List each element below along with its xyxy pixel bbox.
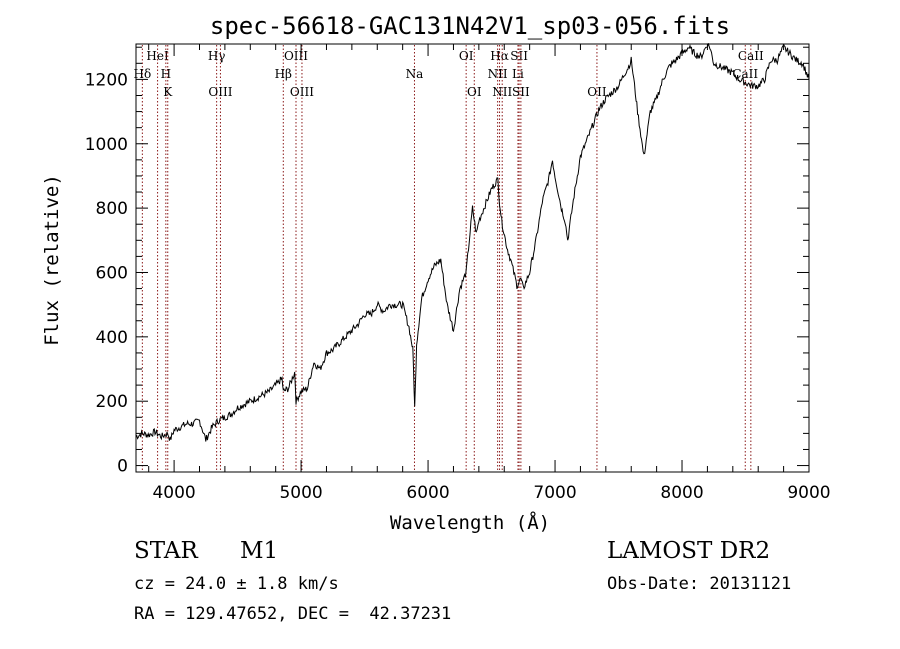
- redshift-cz: cz = 24.0 ± 1.8 km/s: [134, 574, 339, 594]
- chart-title: spec-56618-GAC131N42V1_sp03-056.fits: [210, 12, 730, 40]
- line-marker-label-7: OIII: [284, 49, 308, 63]
- line-marker-label-14: NII: [492, 85, 512, 99]
- y-tick-label-0: 0: [117, 457, 128, 477]
- line-marker-label-10: OI: [459, 49, 474, 63]
- y-tick-label-1: 200: [96, 392, 128, 412]
- x-axis-label: Wavelength (Å): [390, 511, 550, 534]
- object-subclass: M1: [240, 538, 279, 564]
- line-marker-label-20: CaII: [732, 67, 758, 81]
- spectrum-line: [135, 43, 810, 442]
- x-tick-label-1: 5000: [279, 483, 322, 503]
- line-marker-label-5: OIII: [208, 85, 232, 99]
- object-class: STAR: [134, 538, 198, 564]
- line-marker-label-17: SII: [512, 85, 530, 99]
- survey-name: LAMOST DR2: [607, 538, 771, 564]
- x-tick-label-5: 9000: [787, 483, 830, 503]
- y-axis-label: Flux (relative): [41, 174, 63, 346]
- line-marker-label-12: Hα: [490, 49, 509, 63]
- x-tick-label-2: 6000: [406, 483, 449, 503]
- line-marker-label-1: HeI: [146, 49, 169, 63]
- y-tick-label-3: 600: [96, 263, 128, 283]
- line-marker-label-19: CaII: [738, 49, 764, 63]
- y-tick-label-5: 1000: [85, 135, 128, 155]
- plot-frame: [135, 43, 810, 473]
- y-tick-label-6: 1200: [85, 70, 128, 90]
- line-marker-label-13: NII: [488, 67, 508, 81]
- line-marker-label-11: OI: [467, 85, 482, 99]
- line-marker-label-15: SII: [510, 49, 528, 63]
- x-tick-label-0: 4000: [152, 483, 195, 503]
- line-marker-label-3: K: [163, 85, 173, 99]
- x-tick-label-4: 8000: [660, 483, 703, 503]
- line-marker-label-0: Hδ: [133, 67, 151, 81]
- coordinates: RA = 129.47652, DEC = 42.37231: [134, 604, 452, 624]
- plot-area: HδHeIHKHγOIIIHβOIIIOIIINaOIOIHαNIINIISII…: [85, 43, 831, 503]
- x-tick-label-3: 7000: [533, 483, 576, 503]
- line-marker-label-6: Hβ: [275, 67, 292, 81]
- y-tick-label-2: 400: [96, 328, 128, 348]
- line-marker-label-2: H: [161, 67, 171, 81]
- line-marker-label-18: OII: [587, 85, 607, 99]
- observation-date: Obs-Date: 20131121: [607, 574, 792, 594]
- y-tick-label-4: 800: [96, 199, 128, 219]
- line-marker-label-9: Na: [406, 67, 424, 81]
- line-marker-label-4: Hγ: [208, 49, 226, 63]
- line-marker-label-16: Li: [512, 67, 524, 81]
- line-marker-label-8: OIII: [290, 85, 314, 99]
